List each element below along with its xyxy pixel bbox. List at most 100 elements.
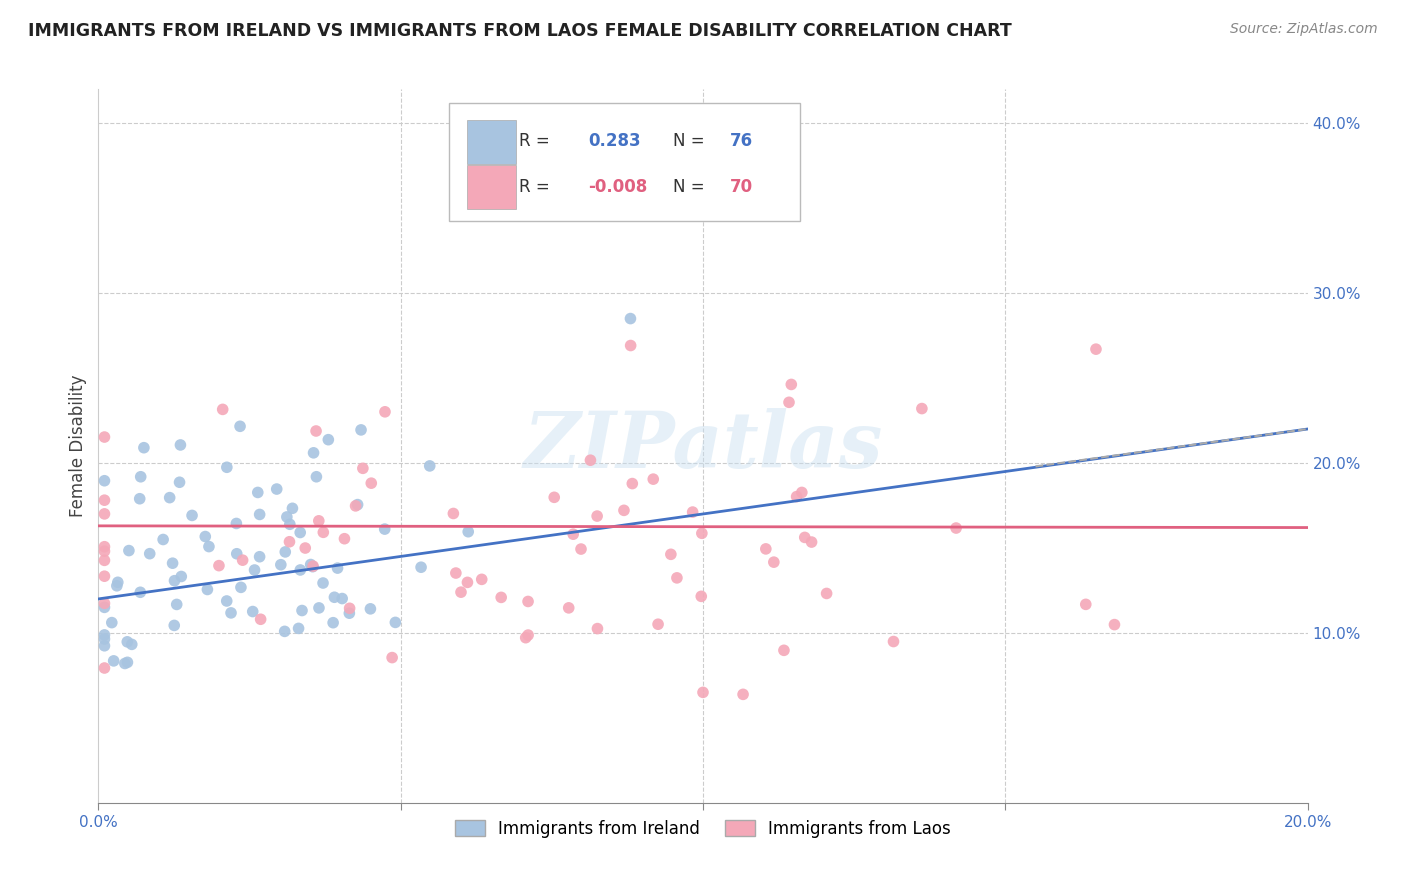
Point: [344, 499, 367, 513]
Point: [103, 654, 125, 668]
Point: [118, 543, 141, 558]
Text: Source: ZipAtlas.com: Source: ZipAtlas.com: [1230, 22, 1378, 37]
Point: [194, 530, 217, 544]
Point: [456, 575, 478, 590]
Point: [287, 621, 309, 635]
Point: [302, 446, 325, 460]
Point: [229, 580, 252, 594]
Point: [665, 571, 688, 585]
Point: [517, 594, 540, 608]
Text: ZIPatlas: ZIPatlas: [523, 408, 883, 484]
Point: [457, 524, 479, 539]
Point: [163, 574, 186, 588]
Point: [381, 650, 404, 665]
Point: [322, 615, 344, 630]
Point: [308, 601, 330, 615]
Text: R =: R =: [519, 132, 550, 150]
Point: [278, 534, 301, 549]
Point: [659, 547, 682, 561]
Text: N =: N =: [672, 132, 704, 150]
Point: [790, 485, 813, 500]
Point: [93, 553, 115, 567]
Point: [374, 522, 396, 536]
Point: [562, 527, 585, 541]
Point: [225, 516, 247, 531]
Point: [305, 424, 328, 438]
Point: [138, 547, 160, 561]
Point: [733, 687, 755, 701]
Point: [93, 474, 115, 488]
Point: [762, 555, 785, 569]
Point: [132, 441, 155, 455]
Point: [93, 569, 115, 583]
Point: [682, 505, 704, 519]
Point: [93, 507, 115, 521]
Point: [690, 590, 713, 604]
Point: [105, 579, 128, 593]
Text: -0.008: -0.008: [588, 178, 647, 196]
Point: [93, 493, 115, 508]
Point: [270, 558, 292, 572]
Text: 70: 70: [730, 178, 752, 196]
Point: [882, 634, 904, 648]
Point: [557, 600, 579, 615]
Point: [471, 573, 494, 587]
Point: [690, 526, 713, 541]
Point: [780, 377, 803, 392]
Point: [246, 485, 269, 500]
Point: [117, 635, 139, 649]
Point: [225, 547, 247, 561]
Point: [249, 508, 271, 522]
Point: [215, 460, 238, 475]
Point: [93, 661, 115, 675]
Point: [621, 476, 644, 491]
Point: [543, 491, 565, 505]
Point: [169, 475, 191, 490]
Point: [93, 628, 115, 642]
Point: [197, 582, 219, 597]
Point: [773, 643, 796, 657]
Point: [243, 563, 266, 577]
Point: [211, 402, 233, 417]
Point: [308, 514, 330, 528]
Point: [114, 657, 136, 671]
Point: [419, 458, 441, 473]
Point: [249, 612, 271, 626]
Point: [755, 541, 778, 556]
Point: [242, 605, 264, 619]
Point: [266, 482, 288, 496]
Point: [350, 423, 373, 437]
Point: [692, 685, 714, 699]
Point: [121, 637, 143, 651]
Point: [301, 559, 323, 574]
Point: [384, 615, 406, 630]
Point: [911, 401, 934, 416]
Point: [1074, 598, 1097, 612]
Point: [489, 591, 512, 605]
Point: [93, 596, 115, 610]
FancyBboxPatch shape: [449, 103, 800, 221]
Point: [586, 622, 609, 636]
Point: [274, 545, 297, 559]
Point: [346, 498, 368, 512]
Text: 76: 76: [730, 132, 752, 150]
Point: [441, 507, 464, 521]
Point: [1104, 617, 1126, 632]
Point: [166, 598, 188, 612]
Point: [215, 594, 238, 608]
Point: [93, 540, 115, 554]
Point: [181, 508, 204, 523]
Point: [93, 430, 115, 444]
Point: [129, 469, 152, 483]
Point: [117, 656, 139, 670]
Point: [333, 532, 356, 546]
Point: [409, 560, 432, 574]
Text: 0.283: 0.283: [588, 132, 641, 150]
Point: [93, 632, 115, 646]
Point: [339, 601, 361, 615]
Point: [159, 491, 181, 505]
Point: [129, 585, 152, 599]
Point: [1085, 342, 1108, 356]
Point: [793, 530, 815, 544]
Point: [815, 586, 838, 600]
